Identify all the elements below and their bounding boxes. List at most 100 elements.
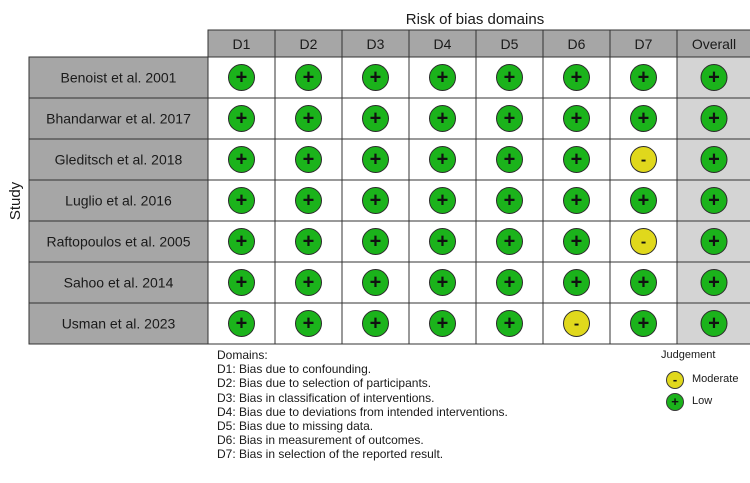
judgement-symbol: + xyxy=(638,108,650,130)
judgement-low-icon xyxy=(496,269,523,296)
domain-header-cell xyxy=(475,29,544,58)
judgement-low-icon xyxy=(700,146,728,173)
judgement-low-icon xyxy=(228,269,255,296)
grid: D1 D2 D3 D4 D5 D6 D7 Overall Benoist et al. 2001… xyxy=(28,29,750,345)
judgement-moderate-icon xyxy=(630,228,657,255)
study-label: Gleditsch et al. 2018 xyxy=(55,152,183,168)
judgement-symbol: + xyxy=(437,313,449,335)
judgement-legend-title: Judgement xyxy=(661,349,716,361)
judgement-symbol: + xyxy=(708,190,720,212)
study-label-cell xyxy=(28,56,209,99)
domain-legend-item: D5: Bias due to missing data. xyxy=(217,419,374,434)
domain-legend-item: D2: Bias due to selection of participant… xyxy=(217,376,432,391)
judgement-symbol: + xyxy=(504,313,516,335)
judgement-low-icon xyxy=(496,105,523,132)
judgement-low-icon xyxy=(295,187,322,214)
judgement-low-icon xyxy=(429,310,456,337)
judgement-low-icon xyxy=(630,187,657,214)
judgement-symbol: + xyxy=(504,149,516,171)
judgement-symbol: + xyxy=(708,149,720,171)
domain-legend-item: D6: Bias in measurement of outcomes. xyxy=(217,433,424,448)
judgement-moderate-icon xyxy=(563,310,590,337)
judgement-low-icon xyxy=(563,228,590,255)
judgement-symbol: + xyxy=(437,67,449,89)
judgement-symbol: + xyxy=(571,108,583,130)
judgement-symbol: + xyxy=(437,272,449,294)
domain-legend-item: D7: Bias in selection of the reported re… xyxy=(217,447,444,462)
judgement-low-icon xyxy=(429,64,456,91)
judgement-low-icon xyxy=(362,105,389,132)
domain-header-label: D5 xyxy=(501,36,519,52)
domains-legend-title: Domains: xyxy=(217,348,268,362)
judgement-low-icon xyxy=(563,269,590,296)
judgement-low-icon xyxy=(496,228,523,255)
judgement-symbol: + xyxy=(708,272,720,294)
judgement-low-icon xyxy=(700,64,728,91)
domain-header-cell xyxy=(542,29,611,58)
study-label-cell xyxy=(28,220,209,263)
domain-header-label: D3 xyxy=(367,36,385,52)
judgement-low-icon xyxy=(295,105,322,132)
judgement-symbol: + xyxy=(571,190,583,212)
judgement-symbol: + xyxy=(236,190,248,212)
domain-legend-item: D3: Bias in classification of interventi… xyxy=(217,390,435,405)
judgement-low-icon xyxy=(295,228,322,255)
judgement-symbol: + xyxy=(437,149,449,171)
study-label-cell xyxy=(28,261,209,304)
judgement-low-icon xyxy=(700,105,728,132)
judgement-symbol: + xyxy=(504,272,516,294)
judgement-symbol: + xyxy=(638,272,650,294)
judgement-symbol: + xyxy=(708,108,720,130)
domain-header-label: D4 xyxy=(434,36,452,52)
domain-header-cell xyxy=(609,29,678,58)
judgement-symbol: - xyxy=(641,152,646,169)
judgement-symbol: + xyxy=(370,313,382,335)
moderate-dot-icon: - xyxy=(666,371,684,389)
judgement-low-icon xyxy=(228,105,255,132)
judgement-symbol: + xyxy=(370,231,382,253)
judgement-legend-label: Moderate xyxy=(692,373,739,385)
judgement-symbol: + xyxy=(303,190,315,212)
judgement-symbol: + xyxy=(437,190,449,212)
judgement-symbol: + xyxy=(504,67,516,89)
judgement-symbol: + xyxy=(437,231,449,253)
judgement-low-icon xyxy=(295,310,322,337)
judgement-low-icon xyxy=(362,187,389,214)
domain-header-label: D2 xyxy=(300,36,318,52)
study-label: Raftopoulos et al. 2005 xyxy=(47,234,191,250)
judgement-low-icon xyxy=(496,187,523,214)
judgement-symbol: + xyxy=(236,231,248,253)
judgement-symbol: + xyxy=(370,67,382,89)
judgement-moderate-icon xyxy=(630,146,657,173)
judgement-low-icon xyxy=(630,310,657,337)
judgement-low-icon xyxy=(362,146,389,173)
study-label-cell xyxy=(28,179,209,222)
study-label-cell xyxy=(28,302,209,345)
domain-header-label: D1 xyxy=(233,36,251,52)
judgement-low-icon xyxy=(700,269,728,296)
judgement-symbol: + xyxy=(236,313,248,335)
judgement-low-icon xyxy=(563,64,590,91)
judgement-low-icon xyxy=(295,269,322,296)
judgement-symbol: + xyxy=(303,67,315,89)
judgement-low-icon xyxy=(228,146,255,173)
judgement-symbol: + xyxy=(437,108,449,130)
judgement-symbol: + xyxy=(303,313,315,335)
judgement-low-icon xyxy=(630,105,657,132)
judgement-symbol: + xyxy=(370,149,382,171)
judgement-low-icon xyxy=(362,310,389,337)
judgement-symbol: + xyxy=(370,272,382,294)
judgement-legend-label: Low xyxy=(692,395,713,407)
judgement-low-icon xyxy=(496,146,523,173)
judgement-symbol: + xyxy=(370,108,382,130)
judgement-symbol: + xyxy=(571,272,583,294)
judgement-low-icon xyxy=(700,310,728,337)
study-label-cell xyxy=(28,97,209,140)
study-label: Luglio et al. 2016 xyxy=(65,193,172,209)
judgement-symbol: + xyxy=(504,190,516,212)
judgement-low-icon xyxy=(295,146,322,173)
judgement-low-icon xyxy=(563,187,590,214)
judgement-low-icon xyxy=(362,228,389,255)
low-dot-icon: + xyxy=(666,393,684,411)
